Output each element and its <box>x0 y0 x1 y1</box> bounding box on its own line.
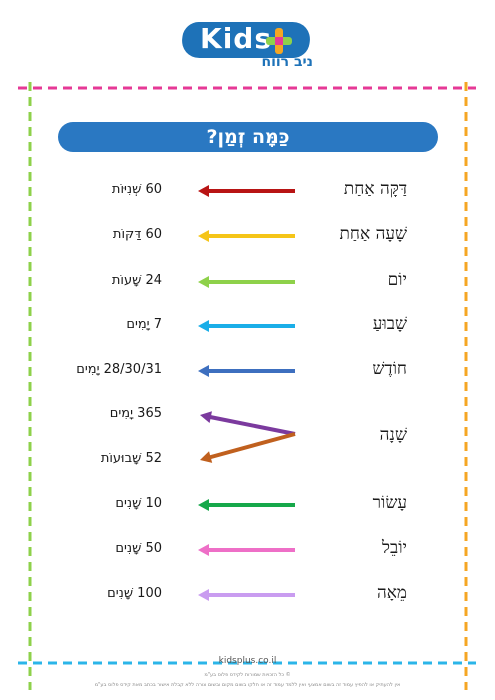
term-label: שָׁנָה <box>379 425 407 445</box>
arrow-icon <box>198 499 295 511</box>
arrow-icon <box>198 544 295 556</box>
value-label: 365 יָמִים <box>109 406 162 421</box>
value-label: 7 יָמִים <box>126 317 162 332</box>
value-label: 28/30/31 יָמִים <box>76 362 162 377</box>
term-label: דַּקָּה אַחַת <box>343 179 407 199</box>
arrow-icon <box>198 589 295 601</box>
arrow-icon <box>200 411 296 436</box>
value-label: 100 שָׁנִים <box>107 586 162 601</box>
value-label: 60 דַּקּוֹת <box>112 227 162 242</box>
arrow-icon <box>200 432 296 463</box>
arrow-icon <box>198 185 295 197</box>
value-label: 60 שְׁנִיּוֹת <box>111 182 162 197</box>
footer-copyright: © כל הזכויות שמורות לקידס פלוס בע"מ <box>204 672 291 678</box>
title-bar <box>58 122 438 152</box>
term-label: שָׁבוּעַ <box>372 314 407 334</box>
arrow-icon <box>198 320 295 332</box>
logo-brand: Kids <box>200 22 273 55</box>
value-label: 10 שָׁנִים <box>115 496 162 511</box>
logo-subtitle: ניב רווח <box>261 54 313 70</box>
term-label: שָׁעָה אַחַת <box>339 224 407 244</box>
footer-notice: אין להעתיק או להפיץ עמוד זה בשום אמצעי ו… <box>94 682 401 688</box>
footer-url: kidsplus.co.il <box>218 656 277 666</box>
term-label: מֵאָה <box>376 583 407 603</box>
term-label: יוֹם <box>387 270 407 290</box>
term-label: עָשׂוֹר <box>372 493 407 513</box>
arrow-icon <box>198 276 295 288</box>
value-label: 52 שָׁבוּעוֹת <box>100 451 162 466</box>
plus-icon <box>266 28 292 54</box>
arrow-icon <box>198 365 295 377</box>
page-title: כַּמָּה זְמַן? <box>206 126 290 148</box>
term-label: חוֹדֶשׁ <box>372 359 407 379</box>
arrow-icon <box>198 230 295 242</box>
term-label: יוֹבֵל <box>382 538 407 558</box>
value-label: 24 שָׁעוֹת <box>111 273 162 288</box>
value-label: 50 שָׁנִים <box>115 541 162 556</box>
